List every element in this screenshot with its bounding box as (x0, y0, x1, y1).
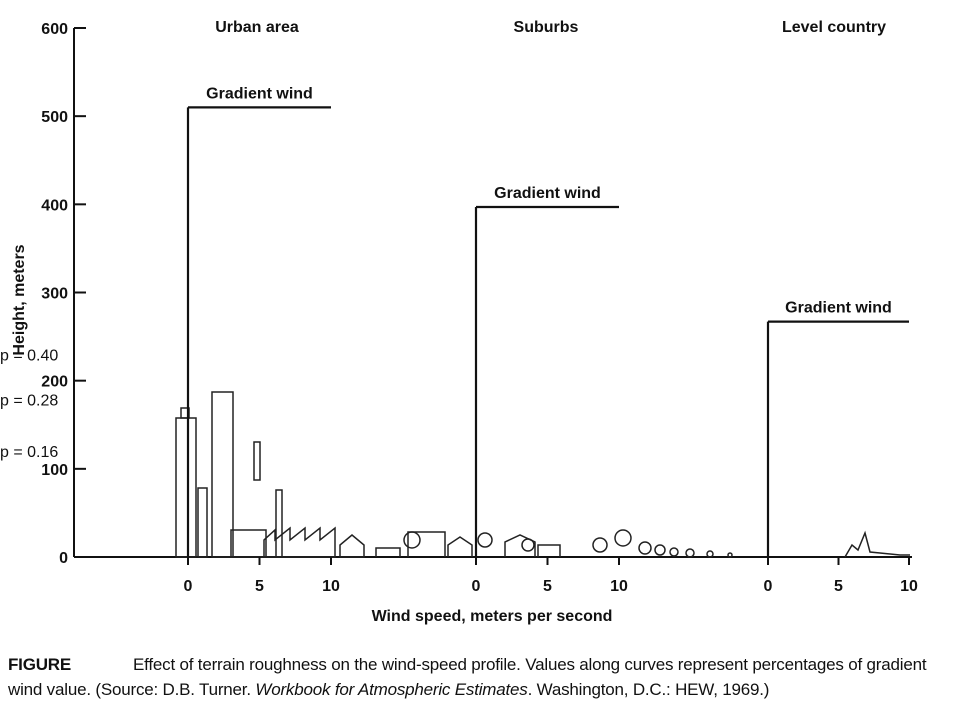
tree (638, 541, 652, 555)
gradient-wind-label: Gradient wind (494, 185, 601, 202)
urban-building (211, 391, 234, 558)
x-tick-label: 10 (610, 578, 628, 595)
tree (654, 544, 666, 556)
caption-text-end: . Washington, D.C.: HEW, 1969.) (527, 680, 770, 699)
tree (403, 531, 421, 549)
urban-building (275, 489, 283, 558)
urban-building (253, 441, 261, 481)
y-tick-label: 500 (41, 109, 68, 126)
x-tick-label: 0 (472, 578, 481, 595)
exponent-label: p = 0.28 (0, 392, 58, 409)
panel-title: Urban area (215, 19, 299, 36)
x-tick-label: 0 (184, 578, 193, 595)
tree (669, 547, 679, 557)
tree (614, 529, 632, 547)
panel-title: Level country (782, 19, 886, 36)
y-axis-label: Height, meters (11, 244, 28, 355)
suburb-houses (447, 534, 561, 557)
x-tick-label: 10 (322, 578, 340, 595)
urban-building (175, 417, 197, 558)
urban-building (230, 529, 267, 558)
houses (339, 531, 446, 558)
x-axis-label: Wind speed, meters per second (372, 608, 613, 625)
tree (685, 548, 695, 558)
y-tick-label: 400 (41, 197, 68, 214)
x-tick-label: 5 (834, 578, 843, 595)
x-tick-label: 0 (764, 578, 773, 595)
caption-text: Effect of terrain roughness on the wind-… (8, 655, 927, 699)
x-tick-label: 5 (543, 578, 552, 595)
y-tick-label: 600 (41, 21, 68, 38)
caption-source-title: Workbook for Atmospheric Estimates (255, 680, 528, 699)
y-tick-label: 300 (41, 286, 68, 303)
exponent-label: p = 0.40 (0, 348, 58, 365)
factory-building (263, 526, 336, 558)
urban-building (197, 487, 208, 558)
tree (477, 532, 493, 548)
x-tick-label: 10 (900, 578, 918, 595)
tree (706, 550, 714, 558)
exponent-label: p = 0.16 (0, 444, 58, 461)
tree (727, 552, 733, 558)
x-tick-label: 5 (255, 578, 264, 595)
y-tick-label: 100 (41, 462, 68, 479)
gradient-wind-label: Gradient wind (206, 85, 313, 102)
level-country-trees (844, 530, 910, 558)
gradient-wind-label: Gradient wind (785, 300, 892, 317)
terrain-scenery (175, 391, 910, 558)
tree (521, 538, 535, 552)
panel-title: Suburbs (514, 19, 579, 36)
caption-label: FIGURE (8, 655, 72, 674)
y-tick-label: 200 (41, 374, 68, 391)
y-tick-label: 0 (59, 550, 68, 567)
tree (592, 537, 608, 553)
figure-caption: FIGURE Effect of terrain roughness on the… (8, 652, 953, 702)
